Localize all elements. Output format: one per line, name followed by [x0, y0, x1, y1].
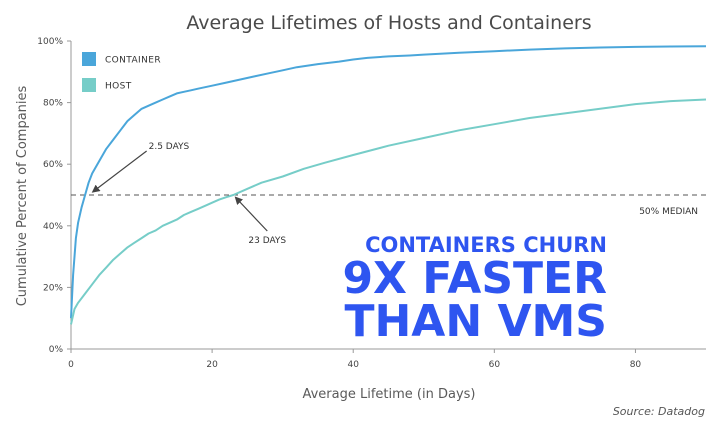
callout-line: CONTAINERS CHURN [365, 233, 607, 257]
x-tick-label: 0 [68, 360, 74, 370]
source-note: Source: Datadog [613, 405, 705, 418]
y-axis-label: Cumulative Percent of Companies [15, 85, 30, 306]
y-tick-label: 100% [37, 37, 63, 47]
y-axis-label-group: Cumulative Percent of Companies [15, 85, 30, 306]
callout-line: THAN VMS [344, 296, 607, 347]
annotation-arrow [234, 196, 268, 232]
legend-swatch [82, 78, 96, 92]
x-tick-label: 80 [630, 360, 642, 370]
annotation-label: 23 DAYS [248, 236, 286, 246]
y-tick-label: 20% [43, 283, 63, 293]
y-tick-label: 60% [43, 160, 63, 170]
annotation-arrow [91, 150, 148, 193]
y-tick-label: 80% [43, 99, 63, 109]
legend: CONTAINER HOST [82, 52, 161, 92]
y-tick-label: 40% [43, 222, 63, 232]
legend-swatch [82, 52, 96, 66]
series-line-container [70, 45, 707, 319]
x-tick-label: 40 [347, 360, 359, 370]
x-ticks: 0 20 40 60 80 [68, 349, 641, 370]
series-lines [70, 45, 707, 325]
annotation-label: 2.5 DAYS [149, 142, 190, 152]
reference-lines: 50% MEDIAN [71, 194, 706, 217]
callout-line: 9X FASTER [342, 253, 607, 304]
annotations: 2.5 DAYS 23 DAYS [91, 142, 286, 246]
median-label: 50% MEDIAN [639, 207, 698, 217]
x-tick-label: 60 [489, 360, 501, 370]
chart-title: Average Lifetimes of Hosts and Container… [186, 12, 591, 34]
x-axis-label: Average Lifetime (in Days) [302, 387, 475, 402]
series-line-host [70, 98, 707, 325]
x-tick-label: 20 [206, 360, 218, 370]
y-ticks: 0% 20% 40% 60% 80% 100% [37, 37, 71, 355]
legend-label: CONTAINER [105, 56, 161, 66]
y-tick-label: 0% [49, 345, 64, 355]
legend-label: HOST [105, 82, 132, 92]
